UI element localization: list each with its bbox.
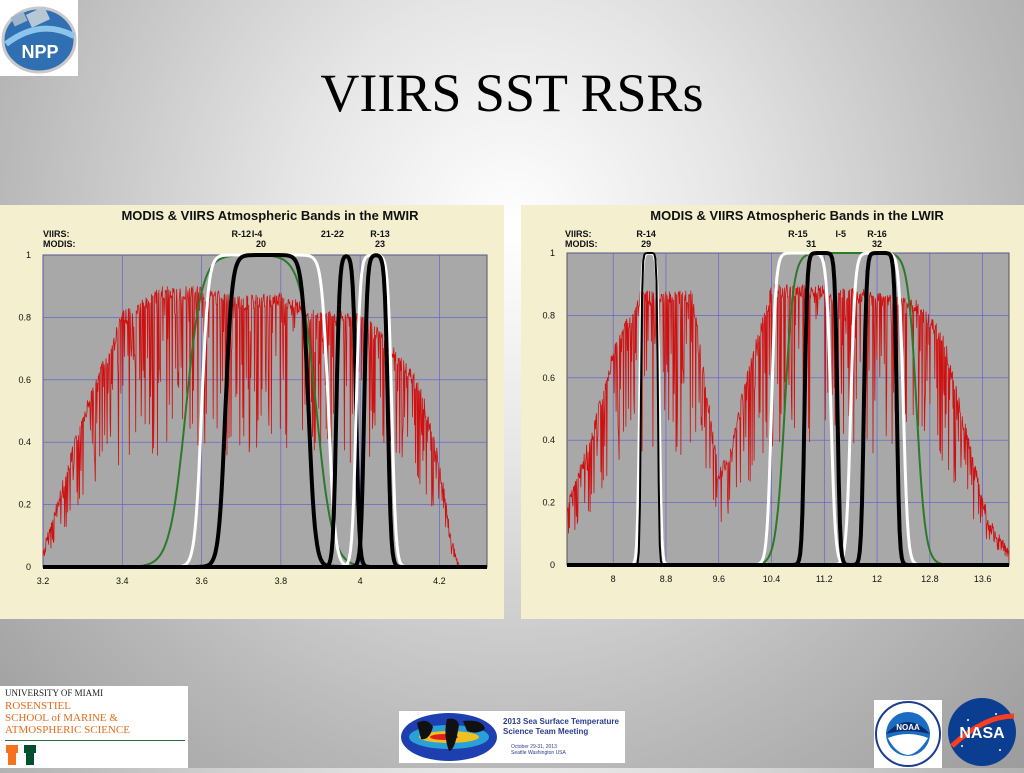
viirs-band-label: R-14: [636, 229, 656, 239]
mwir-chart: MODIS & VIIRS Atmospheric Bands in the M…: [18, 208, 488, 586]
world-map-icon: [401, 713, 497, 761]
university-of-miami-logo: UNIVERSITY OF MIAMI ROSENSTIEL SCHOOL of…: [0, 686, 188, 768]
x-tick-label: 8: [611, 574, 616, 584]
sst-line4: Seattle Washington USA: [511, 750, 566, 756]
y-tick-label: 0.4: [542, 435, 555, 445]
modis-band-label: 23: [375, 239, 385, 249]
viirs-band-label: R-16: [867, 229, 887, 239]
viirs-band-label: I-4: [252, 229, 263, 239]
nasa-logo: NASA: [944, 696, 1020, 768]
um-line4: ATMOSPHERIC SCIENCE: [5, 724, 130, 736]
row-label: VIIRS:: [43, 229, 70, 239]
sst-line2: Science Team Meeting: [503, 727, 589, 736]
x-tick-label: 3.6: [195, 576, 208, 586]
x-tick-label: 3.8: [275, 576, 288, 586]
band-32-line: [567, 251, 1009, 567]
x-tick-label: 12.8: [921, 574, 939, 584]
y-tick-label: 0.6: [542, 373, 555, 383]
mwir-chart-panel: MODIS & VIIRS Atmospheric Bands in the M…: [0, 205, 504, 619]
x-tick-label: 3.4: [116, 576, 129, 586]
um-line2: ROSENSTIEL: [5, 700, 71, 712]
y-tick-label: 0: [26, 562, 31, 572]
x-tick-label: 8.8: [660, 574, 673, 584]
viirs-band-label: 21-22: [321, 229, 344, 239]
y-tick-label: 0.8: [542, 310, 555, 320]
x-tick-label: 9.6: [712, 574, 725, 584]
sst-line1: 2013 Sea Surface Temperature: [503, 717, 619, 726]
modis-band-label: 32: [872, 239, 882, 249]
modis-band-label: 29: [641, 239, 651, 249]
chart-title: MODIS & VIIRS Atmospheric Bands in the L…: [650, 208, 944, 223]
lwir-chart-panel: MODIS & VIIRS Atmospheric Bands in the L…: [521, 205, 1024, 619]
x-tick-label: 10.4: [763, 574, 781, 584]
viirs-band-label: R-12: [231, 229, 251, 239]
x-tick-label: 12: [872, 574, 882, 584]
y-tick-label: 0.8: [18, 312, 31, 322]
slide-title: VIIRS SST RSRs: [320, 63, 704, 123]
y-tick-label: 1: [550, 248, 555, 258]
y-tick-label: 0.4: [18, 437, 31, 447]
viirs-band-label: I-5: [836, 229, 847, 239]
x-tick-label: 3.2: [37, 576, 50, 586]
noaa-logo: NOAA: [874, 700, 942, 768]
y-tick-label: 0.6: [18, 375, 31, 385]
x-tick-label: 4.2: [433, 576, 446, 586]
um-u-icon: [6, 745, 36, 765]
y-tick-label: 0.2: [542, 498, 555, 508]
row-label: MODIS:: [43, 239, 76, 249]
chart-title: MODIS & VIIRS Atmospheric Bands in the M…: [121, 208, 419, 223]
x-tick-label: 13.6: [974, 574, 992, 584]
um-divider: [5, 740, 185, 741]
transmittance-line: [42, 286, 487, 568]
svg-text:NOAA: NOAA: [896, 723, 920, 732]
svg-text:NASA: NASA: [959, 725, 1005, 742]
svg-text:NPP: NPP: [21, 42, 58, 62]
sst-meeting-logo: 2013 Sea Surface Temperature Science Tea…: [398, 710, 626, 764]
um-line3: SCHOOL of MARINE &: [5, 712, 118, 724]
sst-line3: October 29-31, 2013: [511, 744, 557, 750]
row-label: MODIS:: [565, 239, 598, 249]
y-tick-label: 1: [26, 250, 31, 260]
band-23-line: [43, 253, 487, 569]
npp-logo: NPP: [0, 0, 78, 76]
modis-band-label: 20: [256, 239, 266, 249]
viirs-band-label: R-15: [788, 229, 808, 239]
x-tick-label: 4: [358, 576, 363, 586]
row-label: VIIRS:: [565, 229, 592, 239]
lwir-chart: MODIS & VIIRS Atmospheric Bands in the L…: [542, 208, 1010, 584]
viirs-band-label: R-13: [370, 229, 390, 239]
modis-band-label: 31: [806, 239, 816, 249]
um-line1: UNIVERSITY OF MIAMI: [5, 688, 104, 698]
y-tick-label: 0.2: [18, 500, 31, 510]
x-tick-label: 11.2: [816, 574, 833, 584]
y-tick-label: 0: [550, 560, 555, 570]
